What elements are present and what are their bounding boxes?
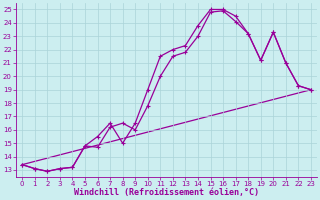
- X-axis label: Windchill (Refroidissement éolien,°C): Windchill (Refroidissement éolien,°C): [74, 188, 259, 197]
